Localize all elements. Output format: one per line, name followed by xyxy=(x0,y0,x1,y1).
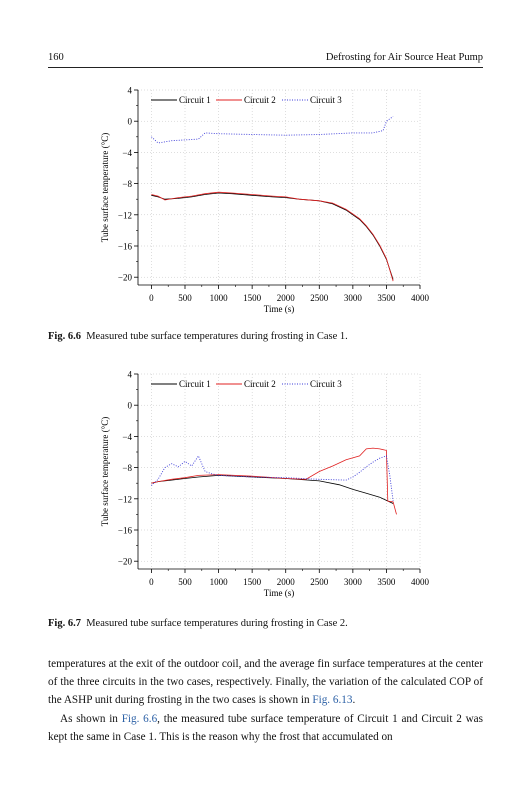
x-tick-label: 4000 xyxy=(411,293,430,303)
y-tick-label: −12 xyxy=(118,494,132,504)
series-line-circuit-1 xyxy=(151,474,394,504)
x-tick-label: 3500 xyxy=(377,577,396,587)
x-tick-label: 2000 xyxy=(277,293,296,303)
paragraph: As shown in Fig. 6.6, the measured tube … xyxy=(48,712,483,743)
x-tick-label: 1500 xyxy=(243,577,262,587)
series-line-circuit-3 xyxy=(151,454,394,502)
y-tick-label: −20 xyxy=(118,273,133,283)
figure-link[interactable]: Fig. 6.6 xyxy=(121,712,158,725)
book-title: Defrosting for Air Source Heat Pump xyxy=(325,52,483,63)
y-tick-label: −16 xyxy=(118,526,133,536)
x-axis-label: Time (s) xyxy=(264,588,294,598)
x-tick-label: 3000 xyxy=(344,577,363,587)
legend-label: Circuit 1 xyxy=(179,95,211,105)
x-tick-label: 1500 xyxy=(243,293,262,303)
x-tick-label: 1000 xyxy=(210,577,229,587)
y-tick-label: 4 xyxy=(128,370,133,380)
y-tick-label: −20 xyxy=(118,557,133,567)
y-axis-label: Tube surface temperature (°C) xyxy=(100,133,110,242)
legend-label: Circuit 3 xyxy=(310,95,342,105)
y-axis-label: Tube surface temperature (°C) xyxy=(100,417,110,526)
x-tick-label: 500 xyxy=(178,293,192,303)
series-line-circuit-2 xyxy=(151,191,394,282)
x-tick-label: 0 xyxy=(149,293,154,303)
chart-fig-6-7: 4 0 −4 −8 −12 −16 −20 0 500 1000 1500 2000 2500 3000 3… xyxy=(100,370,430,599)
y-tick-label: −8 xyxy=(122,179,132,189)
x-axis-label: Time (s) xyxy=(264,304,294,314)
y-tick-label: 4 xyxy=(128,86,133,96)
y-tick-label: −12 xyxy=(118,210,132,220)
paragraph: temperatures at the exit of the outdoor … xyxy=(48,658,483,707)
x-tick-label: 0 xyxy=(149,577,154,587)
legend-label: Circuit 3 xyxy=(310,379,342,389)
x-tick-label: 2500 xyxy=(310,293,329,303)
legend-label: Circuit 1 xyxy=(179,379,211,389)
figure-caption: Fig. 6.7 Measured tube surface temperatu… xyxy=(48,618,348,629)
figure-link[interactable]: Fig. 6.13 xyxy=(312,694,353,707)
x-tick-label: 1000 xyxy=(210,293,229,303)
figure-caption: Fig. 6.6 Measured tube surface temperatu… xyxy=(48,331,348,342)
x-tick-label: 3500 xyxy=(377,293,396,303)
y-tick-label: −16 xyxy=(118,242,133,252)
x-tick-label: 500 xyxy=(178,577,192,587)
x-tick-label: 2000 xyxy=(277,577,296,587)
figure-6-7: 4 0 −4 −8 −12 −16 −20 0 500 1000 1500 2000 2500 3000 3… xyxy=(48,366,483,636)
x-tick-label: 3000 xyxy=(344,293,363,303)
figure-6-6: 4 0 −4 −8 −12 −16 −20 0 500 1000 1500 2000 2500 3000 3… xyxy=(48,82,483,344)
series-line-circuit-1 xyxy=(151,192,394,280)
y-tick-label: −4 xyxy=(122,432,132,442)
x-tick-label: 2500 xyxy=(310,577,329,587)
figure-label: Fig. 6.6 xyxy=(48,331,81,342)
y-tick-label: 0 xyxy=(128,401,133,411)
series-line-circuit-3 xyxy=(151,116,394,144)
y-tick-label: −8 xyxy=(122,463,132,473)
body-text: temperatures at the exit of the outdoor … xyxy=(48,655,483,746)
figure-caption-text: Measured tube surface temperatures durin… xyxy=(86,618,348,629)
running-head: 160 Defrosting for Air Source Heat Pump xyxy=(48,52,483,66)
y-tick-label: −4 xyxy=(122,148,132,158)
x-tick-label: 4000 xyxy=(411,577,430,587)
header-rule xyxy=(48,67,483,68)
figure-label: Fig. 6.7 xyxy=(48,618,81,629)
page-number: 160 xyxy=(48,52,64,63)
figure-caption-text: Measured tube surface temperatures durin… xyxy=(86,331,348,342)
legend-label: Circuit 2 xyxy=(244,379,276,389)
y-tick-label: 0 xyxy=(128,117,133,127)
chart-fig-6-6: 4 0 −4 −8 −12 −16 −20 0 500 1000 1500 2000 2500 3000 3… xyxy=(100,86,430,315)
series-line-circuit-2 xyxy=(151,447,397,515)
legend-label: Circuit 2 xyxy=(244,95,276,105)
